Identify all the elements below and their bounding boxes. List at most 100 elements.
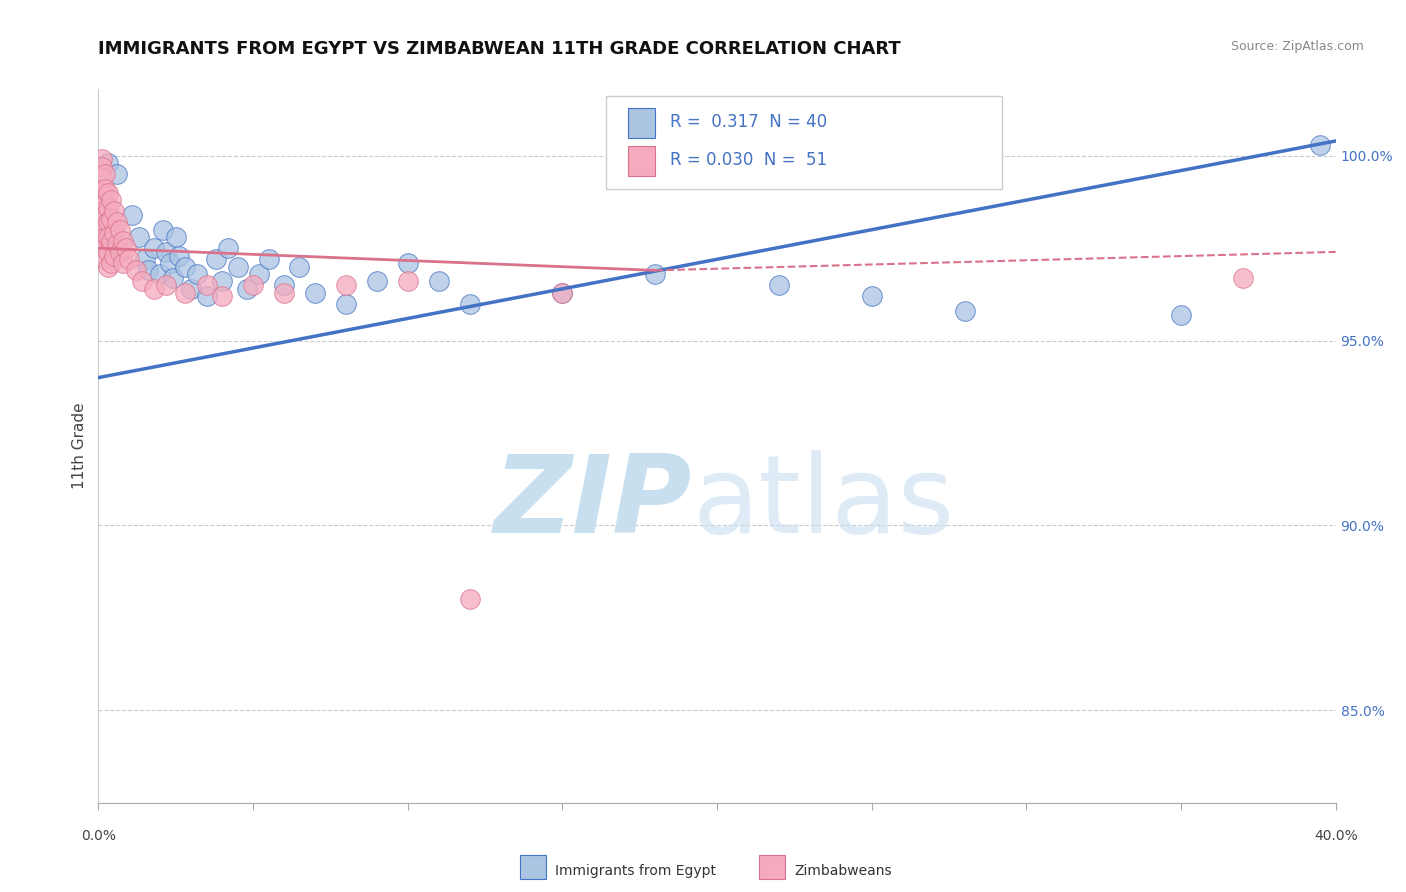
Point	[335, 296, 357, 310]
Point	[155, 278, 177, 293]
Point	[226, 260, 249, 274]
Point	[93, 241, 115, 255]
Point	[427, 275, 450, 289]
Point	[90, 170, 112, 185]
Point	[100, 193, 122, 207]
Point	[108, 244, 131, 259]
Text: ZIP: ZIP	[494, 450, 692, 556]
Point	[242, 278, 264, 293]
Point	[103, 249, 125, 263]
Point	[335, 278, 357, 293]
Point	[162, 270, 184, 285]
Point	[458, 592, 481, 607]
Point	[551, 285, 574, 300]
Point	[217, 241, 239, 255]
Y-axis label: 11th Grade: 11th Grade	[72, 402, 87, 490]
Point	[165, 230, 187, 244]
Point	[90, 227, 112, 241]
Point	[112, 256, 135, 270]
Point	[90, 160, 112, 174]
Point	[205, 252, 228, 267]
Point	[180, 282, 202, 296]
Point	[155, 244, 177, 259]
Point	[366, 275, 388, 289]
Point	[105, 215, 128, 229]
Point	[186, 267, 208, 281]
Point	[134, 252, 156, 267]
Point	[152, 223, 174, 237]
Point	[131, 275, 153, 289]
Text: Zimbabweans: Zimbabweans	[794, 864, 891, 879]
Point	[93, 252, 115, 267]
Point	[90, 204, 112, 219]
Point	[273, 285, 295, 300]
Point	[458, 296, 481, 310]
Point	[112, 234, 135, 248]
Text: Immigrants from Egypt: Immigrants from Egypt	[555, 864, 717, 879]
Point	[93, 208, 115, 222]
Point	[97, 215, 120, 229]
Point	[396, 256, 419, 270]
Point	[121, 208, 143, 222]
Point	[195, 278, 218, 293]
Point	[97, 244, 120, 259]
Point	[644, 267, 666, 281]
Point	[93, 182, 115, 196]
Point	[860, 289, 883, 303]
Point	[236, 282, 259, 296]
Text: R = 0.030  N =  51: R = 0.030 N = 51	[671, 151, 827, 169]
Point	[118, 252, 141, 267]
Point	[115, 241, 138, 255]
Point	[97, 201, 120, 215]
Point	[97, 230, 120, 244]
Point	[90, 153, 112, 167]
Text: IMMIGRANTS FROM EGYPT VS ZIMBABWEAN 11TH GRADE CORRELATION CHART: IMMIGRANTS FROM EGYPT VS ZIMBABWEAN 11TH…	[98, 40, 901, 58]
Point	[93, 167, 115, 181]
Point	[257, 252, 280, 267]
Point	[143, 282, 166, 296]
Point	[288, 260, 311, 274]
Point	[211, 289, 233, 303]
Point	[1170, 308, 1192, 322]
Point	[93, 219, 115, 233]
Point	[136, 263, 159, 277]
Point	[105, 167, 128, 181]
Point	[953, 304, 976, 318]
Point	[304, 285, 326, 300]
Point	[149, 267, 172, 281]
Point	[195, 289, 218, 303]
Text: atlas: atlas	[692, 450, 955, 556]
Point	[103, 204, 125, 219]
Point	[1232, 270, 1254, 285]
Point	[174, 260, 197, 274]
Text: 0.0%: 0.0%	[82, 829, 115, 843]
Point	[143, 241, 166, 255]
Text: R =  0.317  N = 40: R = 0.317 N = 40	[671, 113, 827, 131]
Point	[396, 275, 419, 289]
Point	[273, 278, 295, 293]
Point	[100, 234, 122, 248]
Point	[128, 230, 150, 244]
Point	[100, 256, 122, 270]
Point	[97, 186, 120, 200]
Point	[93, 196, 115, 211]
Point	[97, 260, 120, 274]
Point	[551, 285, 574, 300]
Point	[124, 263, 146, 277]
Point	[108, 223, 131, 237]
Point	[768, 278, 790, 293]
Point	[103, 227, 125, 241]
Point	[97, 156, 120, 170]
Point	[90, 193, 112, 207]
Point	[167, 249, 190, 263]
Point	[105, 237, 128, 252]
Point	[247, 267, 270, 281]
Point	[100, 211, 122, 226]
Point	[93, 230, 115, 244]
Point	[1309, 137, 1331, 152]
Point	[90, 215, 112, 229]
Point	[159, 256, 181, 270]
Text: Source: ZipAtlas.com: Source: ZipAtlas.com	[1230, 40, 1364, 54]
Text: 40.0%: 40.0%	[1313, 829, 1358, 843]
Point	[211, 275, 233, 289]
